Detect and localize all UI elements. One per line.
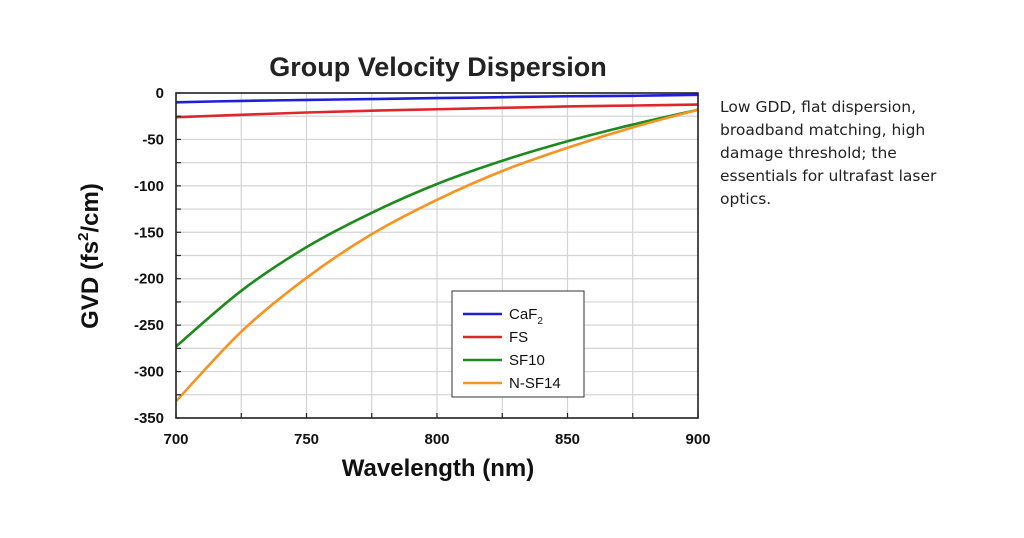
y-tick-label: -200 bbox=[134, 271, 164, 288]
y-tick-label: -250 bbox=[134, 317, 164, 334]
chart-title: Group Velocity Dispersion bbox=[269, 52, 607, 82]
series-line-n-sf14 bbox=[175, 108, 699, 403]
x-tick-label: 700 bbox=[163, 431, 188, 448]
y-axis-label-tail: /cm) bbox=[77, 183, 104, 232]
axis-ticks: 700 750 800 850 900 0 -50 -100 -150 -200 -250 -300 -… bbox=[134, 85, 711, 448]
y-tick-label: -150 bbox=[134, 224, 164, 241]
series-lines bbox=[175, 93, 699, 403]
legend-label-text: N-SF14 bbox=[509, 375, 561, 392]
y-axis-label: GVD (fs2/cm) bbox=[75, 183, 104, 329]
grid bbox=[175, 92, 699, 419]
legend-label-text: FS bbox=[509, 329, 528, 346]
legend-label-n-sf14: N-SF14 bbox=[509, 375, 561, 392]
legend-label-subscript: 2 bbox=[537, 316, 543, 327]
legend-label-fs: FS bbox=[509, 329, 528, 346]
x-tick-label: 900 bbox=[685, 431, 710, 448]
series-line-caf bbox=[175, 93, 699, 104]
x-tick-label: 850 bbox=[555, 431, 580, 448]
y-tick-label: 0 bbox=[156, 85, 164, 102]
y-tick-label: -100 bbox=[134, 178, 164, 195]
legend-label-caf: CaF2 bbox=[509, 306, 543, 327]
y-tick-label: -300 bbox=[134, 364, 164, 381]
series-line-sf10 bbox=[175, 108, 699, 348]
series-line-fs bbox=[175, 103, 699, 119]
x-tick-label: 750 bbox=[294, 431, 319, 448]
y-tick-label: -350 bbox=[134, 410, 164, 427]
x-axis-label: Wavelength (nm) bbox=[342, 455, 534, 482]
legend-label-text: CaF bbox=[509, 306, 537, 323]
y-axis-label-superscript: 2 bbox=[75, 233, 92, 241]
legend-box bbox=[451, 290, 585, 398]
legend: CaF2 FS SF10 N-SF14 bbox=[451, 290, 585, 398]
legend-label-text: SF10 bbox=[509, 352, 545, 369]
y-tick-label: -50 bbox=[142, 131, 164, 148]
x-tick-label: 800 bbox=[424, 431, 449, 448]
y-axis-label-main: GVD (fs bbox=[77, 241, 104, 329]
caption-text: Low GDD, flat dispersion, broadband matc… bbox=[720, 98, 937, 208]
legend-label-sf10: SF10 bbox=[509, 352, 545, 369]
